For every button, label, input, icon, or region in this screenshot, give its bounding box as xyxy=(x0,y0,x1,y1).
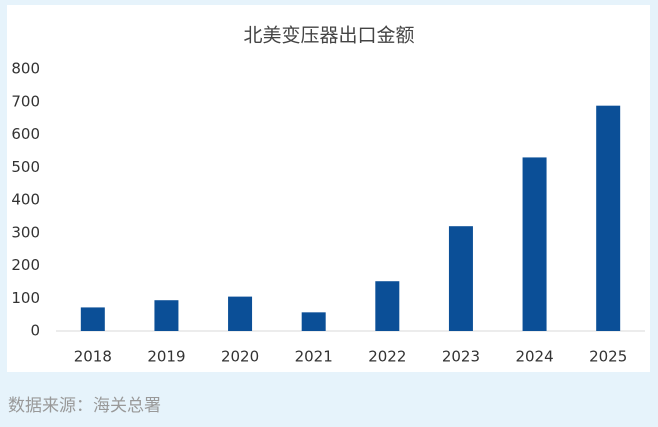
y-tick-label: 300 xyxy=(11,223,40,241)
bar xyxy=(80,307,105,331)
chart-title: 北美变压器出口金额 xyxy=(243,25,414,47)
bar xyxy=(301,312,326,331)
x-tick-label: 2018 xyxy=(74,348,112,366)
bar xyxy=(522,157,547,331)
bar xyxy=(596,105,621,332)
bar xyxy=(228,296,253,331)
x-tick-label: 2021 xyxy=(295,348,333,366)
x-tick-label: 2019 xyxy=(147,348,185,366)
source-note: 数据来源：海关总署 xyxy=(8,396,161,416)
bar xyxy=(448,226,473,331)
y-tick-label: 500 xyxy=(11,158,40,176)
bar xyxy=(375,281,400,331)
x-tick-label: 2025 xyxy=(589,348,627,366)
x-tick-label: 2024 xyxy=(515,348,553,366)
y-tick-label: 800 xyxy=(11,60,40,78)
x-tick-label: 2020 xyxy=(221,348,259,366)
y-tick-label: 200 xyxy=(11,256,40,274)
y-tick-label: 600 xyxy=(11,125,40,143)
y-tick-label: 700 xyxy=(11,92,40,110)
y-tick-label: 0 xyxy=(30,322,40,340)
x-tick-label: 2022 xyxy=(368,348,406,366)
bar xyxy=(154,300,179,331)
x-tick-label: 2023 xyxy=(442,348,480,366)
y-tick-label: 100 xyxy=(11,289,40,307)
y-tick-label: 400 xyxy=(11,191,40,209)
